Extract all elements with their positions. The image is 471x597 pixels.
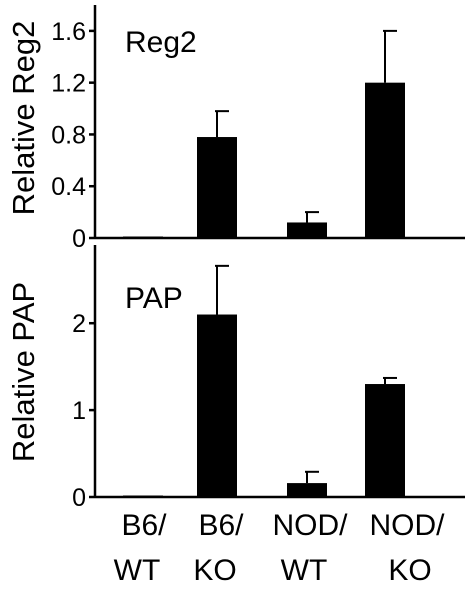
pap-tick-labels: 0 1 2 xyxy=(72,310,86,512)
reg2-bars xyxy=(123,29,405,239)
pap-bar xyxy=(287,483,327,497)
category-label-line1: NOD/ xyxy=(273,509,349,542)
pap-tick-label: 1 xyxy=(72,397,86,425)
pap-bar xyxy=(123,495,163,497)
category-label-line1: B6/ xyxy=(198,509,244,542)
category-label-line2: WT xyxy=(114,554,161,587)
reg2-bar xyxy=(365,82,405,239)
category-label-line2: WT xyxy=(281,554,328,587)
category-label-line1: B6/ xyxy=(121,509,167,542)
pap-panel-title: PAP xyxy=(125,282,183,315)
category-label-line2: KO xyxy=(388,554,431,587)
reg2-tick-label: 1.2 xyxy=(51,70,86,98)
reg2-y-axis-label: Relative Reg2 xyxy=(6,21,41,216)
pap-bars xyxy=(123,264,405,497)
reg2-tick-label: 0.4 xyxy=(51,173,86,201)
pap-tick-label: 2 xyxy=(72,310,86,338)
pap-bar xyxy=(365,384,405,497)
category-label-line2: KO xyxy=(193,554,236,587)
x-category-labels: B6/ WT B6/ KO NOD/ WT NOD/ KO xyxy=(114,509,445,587)
reg2-panel-title: Reg2 xyxy=(125,26,197,59)
reg2-tick-labels: 0 0.4 0.8 1.2 1.6 xyxy=(51,18,86,253)
reg2-tick-label: 0.8 xyxy=(51,121,86,149)
reg2-panel: 0 0.4 0.8 1.2 1.6 Reg2 Relative Reg2 xyxy=(6,5,465,253)
reg2-tick-label: 0 xyxy=(72,225,86,253)
pap-bar xyxy=(197,314,237,497)
category-label-line1: NOD/ xyxy=(370,509,446,542)
reg2-bar xyxy=(123,236,163,238)
pap-panel: 0 1 2 PAP Relative PAP xyxy=(6,245,465,512)
reg2-bar xyxy=(287,222,327,238)
pap-tick-label: 0 xyxy=(72,484,86,512)
reg2-tick-label: 1.6 xyxy=(51,18,86,46)
reg2-bar xyxy=(197,137,237,238)
pap-y-axis-label: Relative PAP xyxy=(6,282,41,462)
